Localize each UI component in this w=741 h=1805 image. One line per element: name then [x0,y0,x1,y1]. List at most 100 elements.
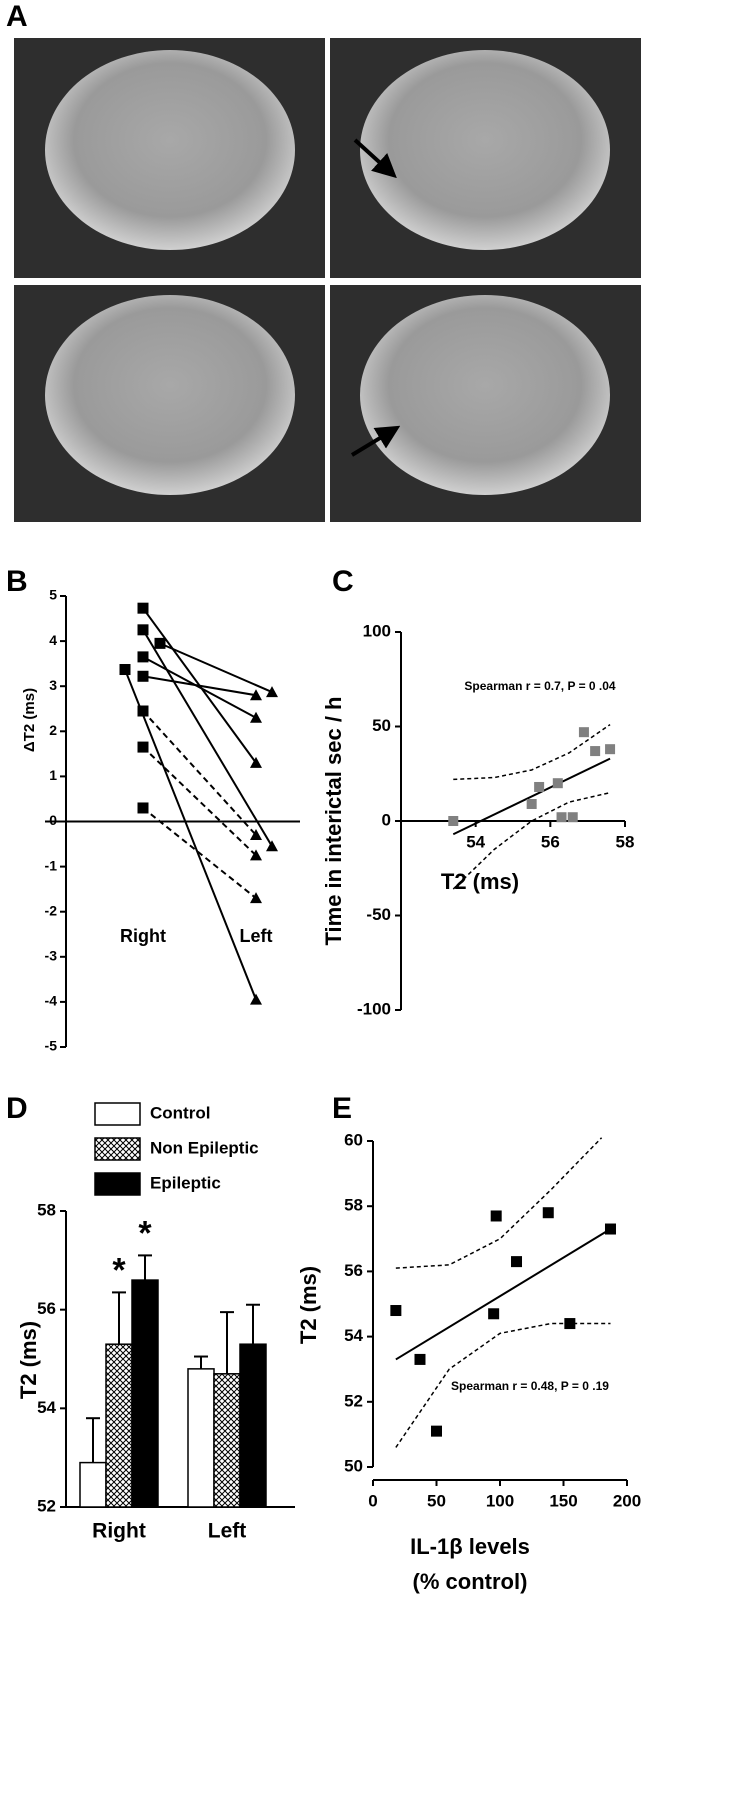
regression-line [395,1228,612,1361]
y-tick-label: 52 [37,1496,56,1515]
y-tick-label: 50 [372,716,391,735]
y-tick-label: -2 [45,902,58,918]
bar [213,1373,241,1508]
y-tick-label: 3 [49,677,57,693]
point [578,727,589,738]
x-tick-label: 58 [616,832,635,851]
x-tick-label: 150 [549,1491,577,1510]
legend-swatch [94,1102,141,1126]
marker [137,802,149,814]
point [511,1256,523,1268]
y-tick-label: -1 [45,857,58,873]
x-axis-label: T2 (ms) [441,869,519,894]
point [552,778,563,789]
x-tick-label: 100 [486,1491,514,1510]
bar [105,1343,133,1508]
x-tick-label: 200 [613,1491,641,1510]
marker [250,993,262,1005]
pair-line [142,807,257,899]
marker [137,602,149,614]
x-axis-label: (% control) [413,1569,528,1594]
panel-label: A [6,0,28,33]
y-tick-label: 0 [49,812,57,828]
brain-shape [45,50,295,250]
category-label: Right [92,1520,146,1543]
y-tick-label: 50 [344,1456,363,1475]
point [567,812,578,823]
y-tick-label: 4 [49,632,57,648]
x-axis-label: IL-1β levels [410,1534,530,1559]
point [590,746,601,757]
pair-line [159,642,273,693]
significance-mark: * [138,1214,152,1252]
y-tick-label: 58 [344,1196,363,1215]
y-tick-label: 0 [382,810,391,829]
panel-label: B [6,565,28,598]
y-axis-label: ΔT2 (ms) [21,688,38,752]
legend-swatch [94,1172,141,1196]
annotation: Spearman r = 0.7, P = 0 .04 [464,679,616,693]
x-tick-label: 54 [466,832,485,851]
point [534,781,545,792]
point [526,798,537,809]
category-label: Left [208,1520,247,1543]
marker [250,892,262,904]
legend-label: Epileptic [150,1173,221,1192]
confidence-band [395,1322,611,1448]
annotation: Spearman r = 0.48, P = 0 .19 [451,1379,609,1393]
point [390,1305,402,1317]
y-tick-label: 100 [363,621,391,640]
significance-mark: * [112,1251,126,1289]
y-tick-label: -4 [45,993,58,1009]
category-label: Left [240,926,273,946]
pair-line [142,629,273,847]
brain-shape [360,50,610,250]
marker [154,637,166,649]
y-tick-label: 54 [37,1398,56,1417]
y-tick-label: -3 [45,948,58,964]
y-tick-label: 60 [344,1130,363,1149]
pair-line [142,710,257,836]
y-tick-label: 1 [49,767,57,783]
legend-label: Control [150,1103,210,1122]
bar [187,1368,215,1508]
y-tick-label: 58 [37,1200,56,1219]
legend-swatch [94,1137,141,1161]
marker [250,849,262,861]
y-tick-label: 2 [49,722,57,738]
point [490,1210,502,1222]
pair-line [142,746,257,857]
category-label: Right [120,926,166,946]
marker [119,664,131,676]
point [431,1425,442,1437]
marker [250,756,262,768]
point [414,1353,426,1365]
confidence-band [452,791,611,890]
marker [266,686,278,698]
arrow [350,425,401,457]
pair-line [142,675,257,697]
point [556,812,567,823]
confidence-band [453,723,611,781]
brain-shape [45,295,295,495]
point [604,1223,616,1235]
y-tick-label: 5 [49,587,57,603]
x-tick-label: 0 [368,1491,377,1510]
confidence-band [395,1137,603,1269]
brain-shape [360,295,610,495]
y-tick-label: -100 [357,999,391,1018]
y-axis-label: T2 (ms) [16,1321,41,1399]
y-tick-label: 54 [344,1326,363,1345]
y-tick-label: 56 [37,1299,56,1318]
point [564,1318,576,1330]
point [448,816,459,826]
panel-label: E [332,1092,352,1125]
panel-label: C [332,565,354,598]
marker [250,711,262,723]
y-axis-label: Time in interictal sec / h [321,696,346,945]
bar [79,1461,107,1508]
point [542,1207,554,1219]
arrow [353,138,397,179]
